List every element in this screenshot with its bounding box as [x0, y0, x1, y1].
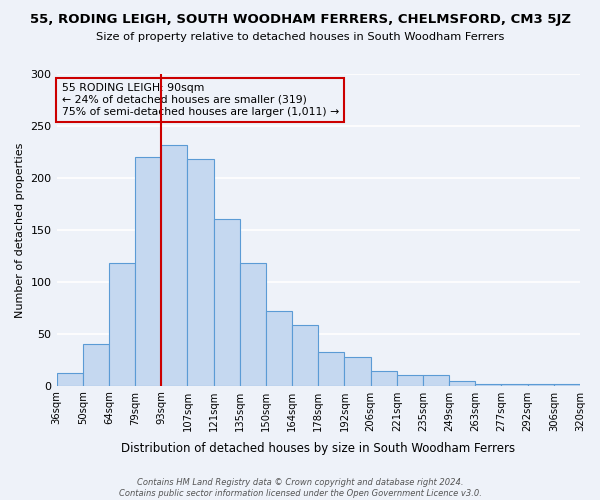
- Bar: [318, 352, 344, 386]
- Bar: [502, 384, 527, 386]
- Bar: [214, 220, 240, 386]
- Bar: [56, 373, 83, 386]
- Bar: [187, 159, 214, 386]
- Bar: [161, 144, 187, 386]
- Text: Contains HM Land Registry data © Crown copyright and database right 2024.
Contai: Contains HM Land Registry data © Crown c…: [119, 478, 481, 498]
- Text: 55, RODING LEIGH, SOUTH WOODHAM FERRERS, CHELMSFORD, CM3 5JZ: 55, RODING LEIGH, SOUTH WOODHAM FERRERS,…: [29, 12, 571, 26]
- Bar: [423, 376, 449, 386]
- Text: 55 RODING LEIGH: 90sqm
← 24% of detached houses are smaller (319)
75% of semi-de: 55 RODING LEIGH: 90sqm ← 24% of detached…: [62, 84, 339, 116]
- Bar: [240, 263, 266, 386]
- Bar: [449, 382, 475, 386]
- Bar: [292, 326, 318, 386]
- Bar: [83, 344, 109, 386]
- X-axis label: Distribution of detached houses by size in South Woodham Ferrers: Distribution of detached houses by size …: [121, 442, 515, 455]
- Bar: [527, 384, 554, 386]
- Bar: [554, 384, 580, 386]
- Bar: [397, 376, 423, 386]
- Bar: [109, 263, 135, 386]
- Bar: [344, 356, 371, 386]
- Y-axis label: Number of detached properties: Number of detached properties: [15, 142, 25, 318]
- Bar: [266, 311, 292, 386]
- Bar: [475, 384, 502, 386]
- Bar: [135, 157, 161, 386]
- Text: Size of property relative to detached houses in South Woodham Ferrers: Size of property relative to detached ho…: [96, 32, 504, 42]
- Bar: [371, 371, 397, 386]
